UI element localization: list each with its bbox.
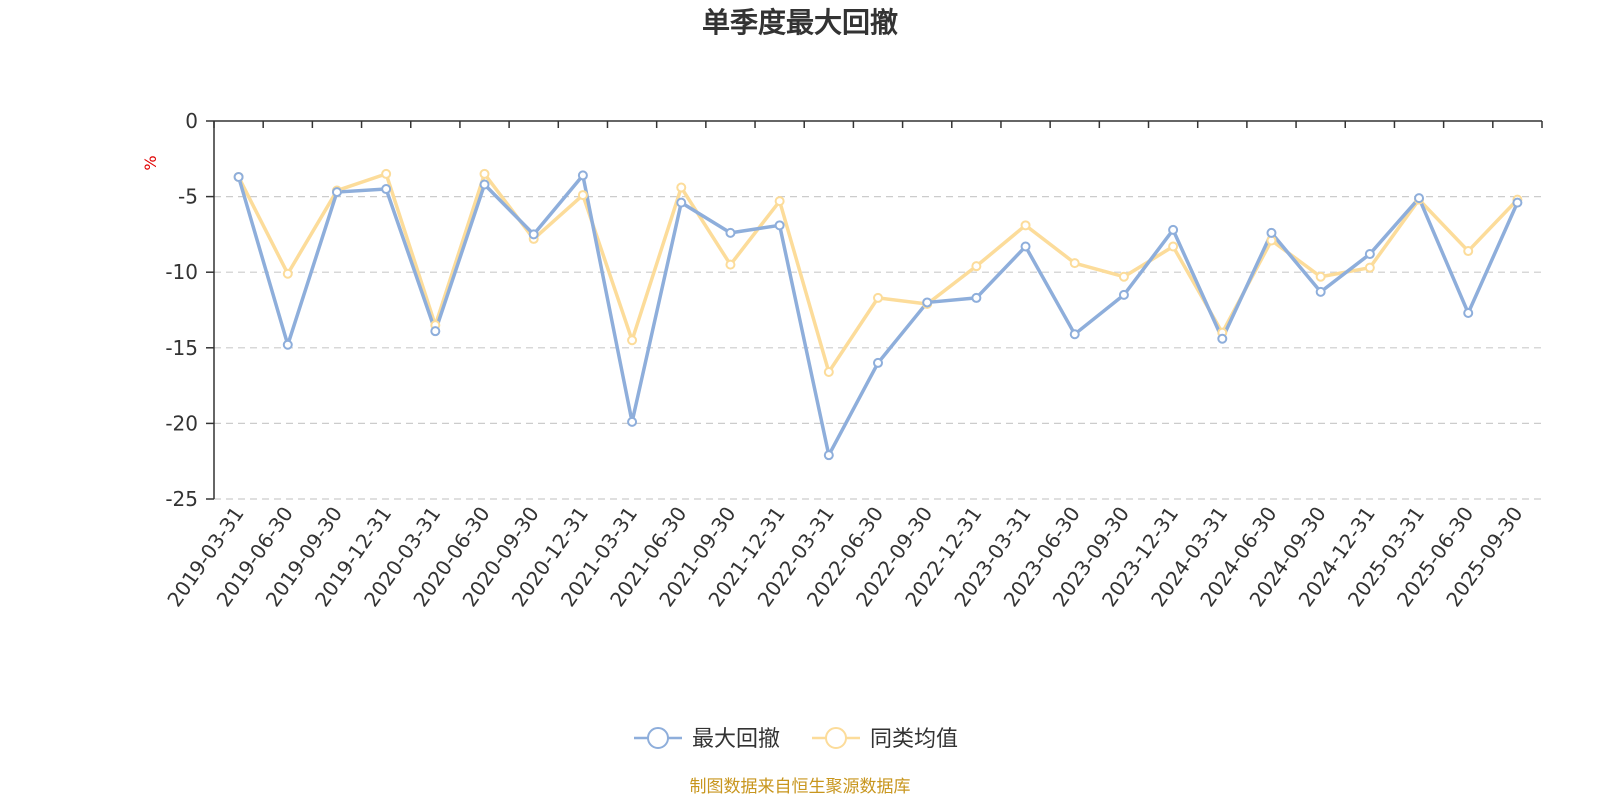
data-point[interactable] — [577, 190, 588, 201]
data-point[interactable] — [381, 184, 392, 195]
data-point[interactable] — [233, 171, 244, 182]
data-point[interactable] — [1069, 329, 1080, 340]
data-point[interactable] — [1217, 333, 1228, 344]
data-point[interactable] — [479, 168, 490, 179]
data-point[interactable] — [1069, 258, 1080, 269]
data-point[interactable] — [1168, 241, 1179, 252]
data-point[interactable] — [627, 416, 638, 427]
y-tick-label: -5 — [178, 185, 198, 209]
legend-label: 最大回撤 — [692, 727, 780, 752]
data-point[interactable] — [1414, 193, 1425, 204]
data-point[interactable] — [479, 179, 490, 190]
data-point[interactable] — [577, 170, 588, 181]
data-point[interactable] — [676, 197, 687, 208]
data-point[interactable] — [971, 261, 982, 272]
y-tick-label: -10 — [165, 260, 198, 284]
data-point[interactable] — [282, 268, 293, 279]
data-point[interactable] — [1315, 286, 1326, 297]
data-point[interactable] — [1020, 241, 1031, 252]
gridlines — [214, 196, 1542, 500]
data-point[interactable] — [971, 292, 982, 303]
series-line — [237, 172, 1519, 374]
data-point[interactable] — [528, 229, 539, 240]
y-tick-label: -25 — [165, 487, 198, 511]
data-point[interactable] — [823, 366, 834, 377]
legend-marker — [647, 727, 669, 749]
data-point[interactable] — [1463, 308, 1474, 319]
data-point[interactable] — [1266, 227, 1277, 238]
data-point[interactable] — [676, 182, 687, 193]
series-layer — [233, 168, 1523, 461]
data-point[interactable] — [627, 335, 638, 346]
data-point[interactable] — [1315, 271, 1326, 282]
data-point[interactable] — [1512, 197, 1523, 208]
chart-title: 单季度最大回撤 — [702, 6, 898, 39]
data-point[interactable] — [1364, 262, 1375, 273]
data-point[interactable] — [922, 297, 933, 308]
legend[interactable]: 最大回撤 同类均值 — [634, 727, 958, 752]
data-point[interactable] — [430, 326, 441, 337]
data-point[interactable] — [282, 339, 293, 350]
data-point[interactable] — [1020, 220, 1031, 231]
data-point[interactable] — [873, 292, 883, 303]
data-point[interactable] — [1168, 224, 1179, 235]
source-note: 制图数据来自恒生聚源数据库 — [690, 777, 911, 797]
legend-item[interactable]: 同类均值 — [812, 727, 958, 752]
data-point[interactable] — [1364, 249, 1375, 260]
data-point[interactable] — [873, 357, 883, 368]
data-point[interactable] — [774, 196, 785, 207]
data-point[interactable] — [1118, 271, 1129, 282]
series-line — [236, 173, 1520, 457]
legend-marker — [825, 727, 847, 749]
data-point[interactable] — [1463, 246, 1474, 257]
data-point[interactable] — [381, 168, 392, 179]
y-tick-label: 0 — [185, 109, 198, 133]
legend-item[interactable]: 最大回撤 — [634, 727, 780, 752]
axes: 0-5-10-15-20-252019-03-312019-06-302019-… — [162, 109, 1543, 611]
data-point[interactable] — [774, 220, 785, 231]
data-point[interactable] — [725, 259, 736, 270]
y-tick-label: -20 — [165, 411, 198, 435]
y-axis-unit: % — [141, 155, 160, 170]
data-point[interactable] — [331, 187, 342, 198]
data-point[interactable] — [823, 450, 834, 461]
data-point[interactable] — [725, 227, 736, 238]
data-point[interactable] — [1118, 289, 1129, 300]
y-tick-label: -15 — [165, 336, 198, 360]
legend-label: 同类均值 — [870, 727, 958, 752]
